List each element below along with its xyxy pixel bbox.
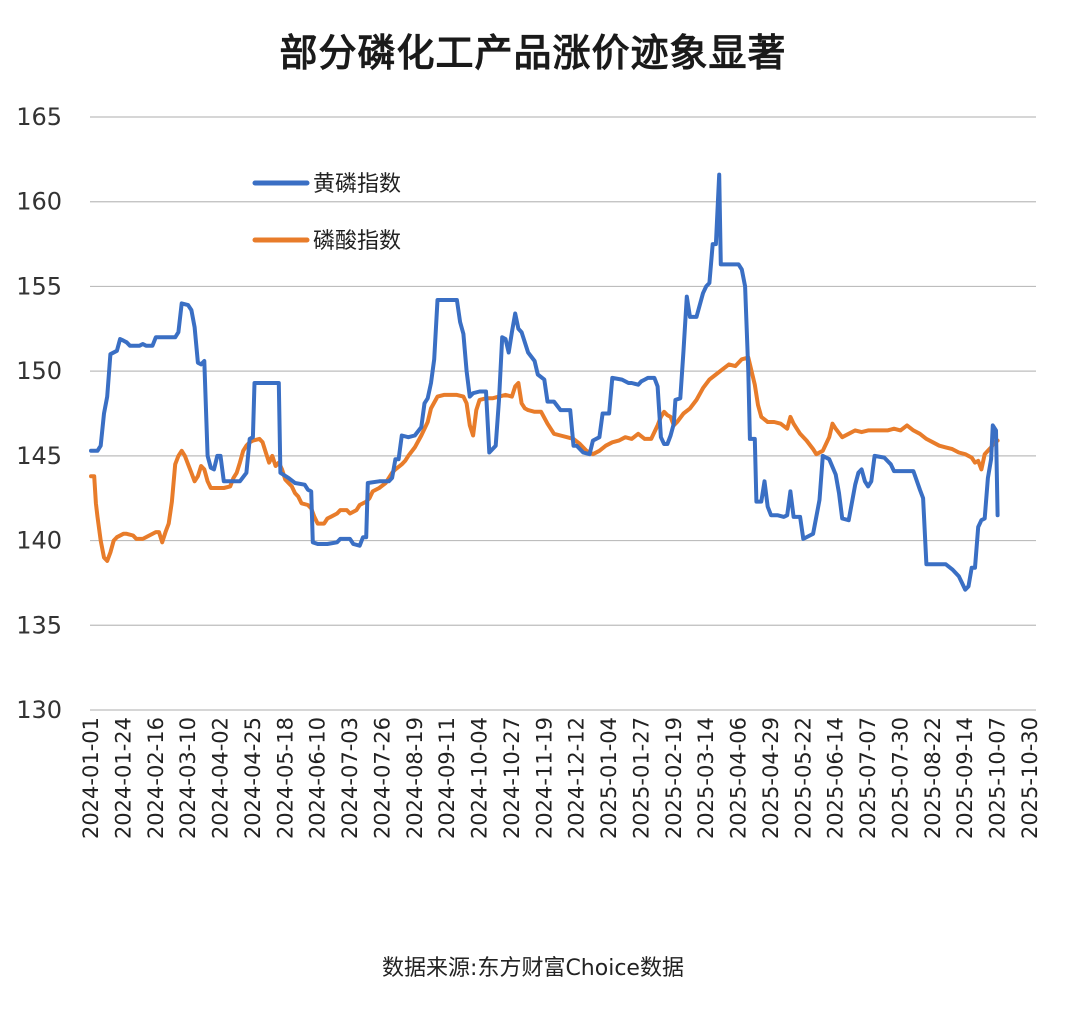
- legend-item-phosphoric-acid: 磷酸指数: [252, 229, 401, 254]
- x-tick-label: 2024-05-18: [273, 717, 297, 839]
- x-tick-label: 2025-03-14: [694, 717, 718, 839]
- x-tick-label: 2025-10-07: [986, 717, 1010, 839]
- x-tick-label: 2025-07-07: [856, 717, 880, 839]
- grid-lines: [90, 116, 1036, 711]
- x-tick-label: 2025-01-27: [629, 717, 653, 839]
- legend-label: 黄磷指数: [313, 172, 401, 197]
- x-tick-label: 2025-08-22: [921, 717, 945, 839]
- x-tick-label: 2025-06-14: [824, 717, 848, 839]
- source-note: 数据来源:东方财富Choice数据: [382, 956, 684, 981]
- legend-item-yellow-phosphorus: 黄磷指数: [252, 172, 401, 197]
- x-tick-label: 2024-12-12: [565, 717, 589, 839]
- x-tick-label: 2025-02-19: [662, 717, 686, 839]
- x-tick-label: 2024-01-24: [111, 717, 135, 839]
- x-tick-label: 2025-07-30: [888, 717, 912, 839]
- x-tick-label: 2025-04-29: [759, 717, 783, 839]
- y-tick-label: 150: [16, 357, 62, 385]
- y-tick-label: 130: [16, 696, 62, 724]
- y-tick-label: 160: [16, 188, 62, 216]
- x-tick-label: 2025-10-30: [1018, 717, 1042, 839]
- x-tick-label: 2024-04-25: [241, 717, 265, 839]
- x-axis-ticks: 2024-01-01 2024-01-24 2024-02-16 2024-03-10…: [79, 717, 1042, 839]
- x-tick-label: 2024-07-26: [370, 717, 394, 839]
- x-tick-label: 2025-04-06: [727, 717, 751, 839]
- series-lines: [89, 172, 1000, 592]
- y-tick-label: 135: [16, 611, 62, 639]
- x-tick-label: 2024-02-16: [144, 717, 168, 839]
- chart-title: 部分磷化工产品涨价迹象显著: [279, 31, 787, 75]
- y-tick-label: 155: [16, 272, 62, 300]
- x-tick-label: 2024-04-02: [209, 717, 233, 839]
- x-tick-label: 2024-11-19: [532, 717, 556, 839]
- x-tick-label: 2025-05-22: [791, 717, 815, 839]
- x-tick-label: 2024-10-27: [500, 717, 524, 839]
- y-tick-label: 140: [16, 527, 62, 555]
- x-tick-label: 2025-09-14: [953, 717, 977, 839]
- x-tick-label: 2024-08-19: [403, 717, 427, 839]
- series-line-phosphoric-acid: [89, 355, 1000, 563]
- x-tick-label: 2024-09-11: [435, 717, 459, 839]
- y-axis-ticks: 130 135 140 145 150 155 160 165: [16, 103, 62, 724]
- x-tick-label: 2024-03-10: [176, 717, 200, 839]
- y-tick-label: 145: [16, 442, 62, 470]
- x-tick-label: 2024-06-10: [306, 717, 330, 839]
- x-tick-label: 2024-10-04: [468, 717, 492, 839]
- series-line-yellow-phosphorus: [89, 172, 1000, 592]
- legend-label: 磷酸指数: [313, 229, 401, 254]
- x-tick-label: 2024-01-01: [79, 717, 103, 839]
- x-tick-label: 2025-01-04: [597, 717, 621, 839]
- x-tick-label: 2024-07-03: [338, 717, 362, 839]
- y-tick-label: 165: [16, 103, 62, 131]
